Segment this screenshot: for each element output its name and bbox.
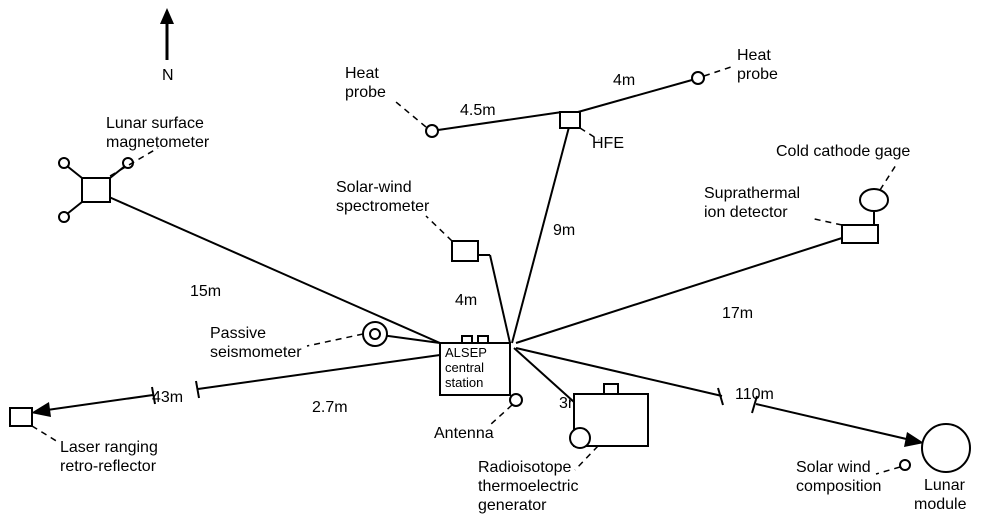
hp-right-label-1: Heat xyxy=(737,47,771,64)
ion-label-2: ion detector xyxy=(704,204,788,221)
lrrr-shape xyxy=(10,408,32,426)
leader-hp-left xyxy=(396,102,426,127)
ccg-label: Cold cathode gage xyxy=(776,143,910,160)
dist-hfe: 9m xyxy=(553,222,575,239)
leader-hp-right xyxy=(704,66,734,76)
leader-swc xyxy=(876,467,900,474)
central-label-3: station xyxy=(445,375,483,390)
seismometer-label-2: seismometer xyxy=(210,344,302,361)
swc-label-1: Solar wind xyxy=(796,459,871,476)
dist-lrrr: 43m xyxy=(152,389,183,406)
swc-label-2: composition xyxy=(796,478,881,495)
leader-seismometer xyxy=(307,334,363,346)
dist-sws: 4m xyxy=(455,292,477,309)
magnetometer-label-2: magnetometer xyxy=(106,134,210,151)
dist-seismometer: 2.7m xyxy=(312,399,348,416)
ion-label-1: Suprathermal xyxy=(704,185,800,202)
leader-sws xyxy=(426,216,452,241)
seismometer-label-1: Passive xyxy=(210,325,266,342)
line-magnetometer xyxy=(109,197,440,343)
sws-label-1: Solar-wind xyxy=(336,179,412,196)
seismometer-shape xyxy=(363,322,387,346)
sws-label-2: spectrometer xyxy=(336,198,430,215)
central-label-2: central xyxy=(445,360,484,375)
dist-hp-right: 4m xyxy=(613,72,635,89)
central-station: ALSEP central station xyxy=(440,336,510,395)
line-rtg xyxy=(514,348,574,402)
hfe-label: HFE xyxy=(592,135,624,152)
leader-ccg xyxy=(880,165,896,190)
hp-left-label-2: probe xyxy=(345,84,386,101)
compass: N xyxy=(160,8,174,84)
magnetometer-label-1: Lunar surface xyxy=(106,115,204,132)
rtg-label-3: generator xyxy=(478,497,547,514)
rtg-label-2: thermoelectric xyxy=(478,478,578,495)
leader-antenna xyxy=(490,405,512,425)
swc-shape xyxy=(900,460,910,470)
hp-right-label-2: probe xyxy=(737,66,778,83)
hp-left-label-1: Heat xyxy=(345,65,379,82)
rtg-shape xyxy=(570,384,648,448)
heatprobe-right-shape xyxy=(692,72,704,84)
magnetometer-shape xyxy=(59,158,133,222)
lm-label-2: module xyxy=(914,496,967,513)
antenna-shape xyxy=(510,394,522,406)
ion-detector-shape xyxy=(842,189,888,243)
lunar-module-shape xyxy=(922,424,970,472)
hfe-shape xyxy=(560,112,580,128)
line-heatprobe-left xyxy=(438,112,562,130)
dist-magnetometer: 15m xyxy=(190,283,221,300)
leader-lrrr xyxy=(32,426,58,442)
line-sws-a xyxy=(490,255,510,343)
rtg-label-1: Radioisotope xyxy=(478,459,572,476)
dist-ion: 17m xyxy=(722,305,753,322)
lrrr-label-1: Laser ranging xyxy=(60,439,158,456)
lrrr-label-2: retro-reflector xyxy=(60,458,157,475)
leader-ion xyxy=(810,218,842,225)
dist-hp-left: 4.5m xyxy=(460,102,496,119)
compass-label: N xyxy=(162,67,174,84)
antenna-label: Antenna xyxy=(434,425,494,442)
heatprobe-left-shape xyxy=(426,125,438,137)
dist-lm: 110m xyxy=(735,386,774,403)
lm-label-1: Lunar xyxy=(924,477,966,494)
line-ion xyxy=(516,238,842,343)
alsep-diagram: N ALSEP central station 15m 2.7m 4m 9m 4… xyxy=(0,0,985,517)
leader-rtg xyxy=(575,446,598,470)
central-label-1: ALSEP xyxy=(445,345,487,360)
sws-shape xyxy=(452,241,478,261)
line-lrrr xyxy=(31,355,440,417)
